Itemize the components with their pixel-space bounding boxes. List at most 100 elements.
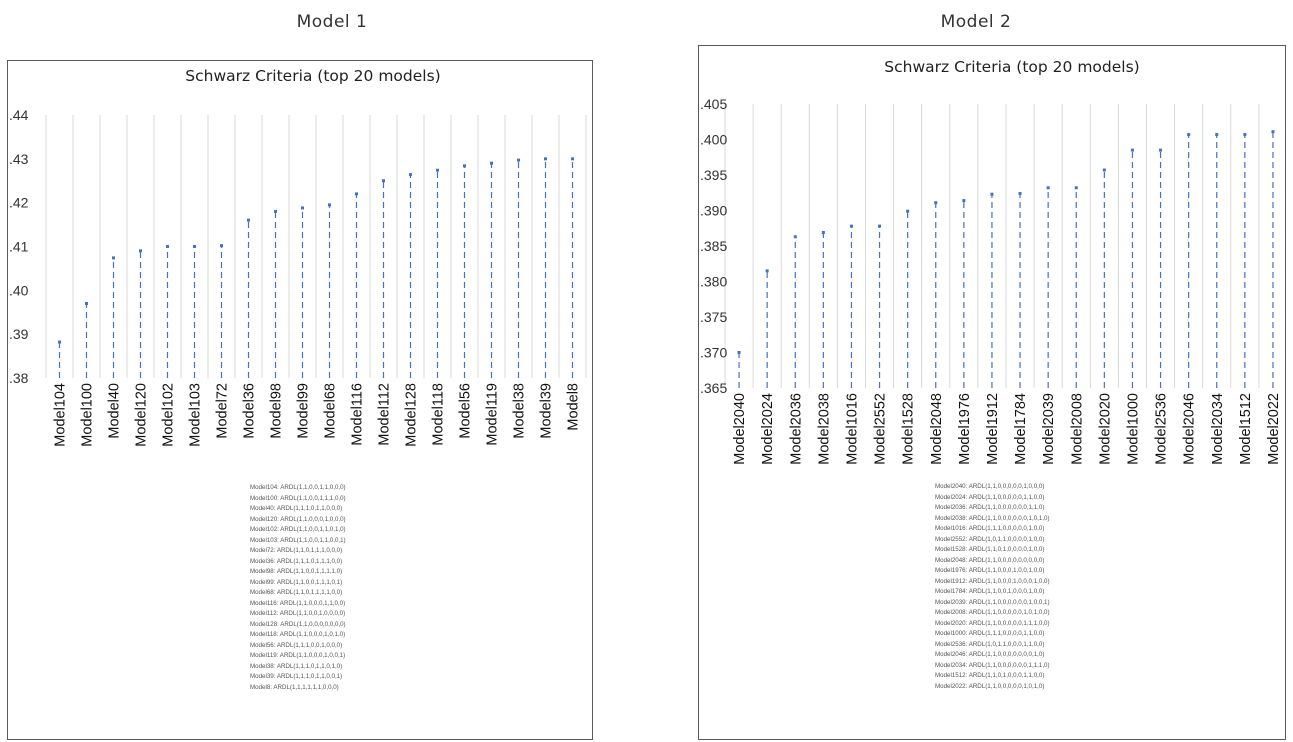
model-key-item: Model2048: ARDL(1,1,0,0,0,0,0,0,0,0,0) [935, 556, 1045, 564]
data-point [382, 179, 385, 183]
data-point [193, 245, 196, 248]
model-key-item: Model68: ARDL(1,1,0,1,1,1,1,0,0) [250, 589, 343, 596]
model-key-item: Model116: ARDL(1,1,0,0,0,1,1,0,0) [250, 599, 346, 607]
category-label: Model112 [377, 383, 393, 446]
model-key-item: Model56: ARDL(1,1,1,0,0,1,0,0,0) [250, 641, 343, 649]
model-key-item: Model120: ARDL(1,1,0,0,0,1,0,0,0) [250, 515, 346, 523]
y-tick-label: .43 [9, 151, 29, 167]
data-point [1215, 133, 1219, 137]
category-label: Model116 [350, 383, 366, 446]
category-label: Model1528 [901, 393, 917, 465]
model-key-item: Model2022: ARDL(1,1,0,0,0,0,0,1,0,1,0) [935, 682, 1045, 690]
category-label: Model2552 [873, 393, 889, 465]
data-point [934, 201, 938, 205]
category-label: Model2036 [788, 393, 804, 465]
data-point [765, 269, 769, 273]
category-label: Model118 [431, 383, 447, 446]
y-tick-label: .40 [9, 282, 29, 298]
data-point [328, 203, 331, 207]
data-point [962, 199, 966, 203]
model-key-item: Model1976: ARDL(1,1,0,0,0,1,0,0,1,0,0) [935, 567, 1045, 574]
data-point [247, 218, 250, 222]
model-key-item: Model36: ARDL(1,1,1,0,1,1,1,0,0) [250, 557, 343, 565]
model-key-item: Model103: ARDL(1,1,0,0,1,1,0,0,1) [250, 536, 346, 544]
data-point [409, 173, 412, 177]
model-key-item: Model1000: ARDL(1,1,1,0,0,0,0,1,1,0,0) [935, 630, 1045, 637]
category-label: Model36 [242, 383, 258, 439]
model-key-item: Model2536: ARDL(1,0,1,1,0,0,0,1,1,0,0) [935, 640, 1045, 648]
data-point [1271, 130, 1275, 134]
category-label: Model1016 [844, 393, 860, 465]
data-point [1102, 168, 1106, 172]
data-point [301, 206, 304, 210]
category-label: Model2008 [1069, 393, 1085, 465]
data-point [571, 157, 574, 161]
category-label: Model2034 [1210, 393, 1226, 465]
data-point [1187, 133, 1191, 137]
category-label: Model8 [566, 383, 582, 431]
category-label: Model128 [404, 383, 420, 447]
data-point [58, 340, 61, 344]
category-label: Model2046 [1182, 393, 1198, 465]
category-label: Model68 [323, 383, 339, 439]
y-tick-label: .370 [700, 345, 727, 361]
chart-1-model-key: Model104: ARDL(1,1,0,0,1,1,0,0,0) Model10… [250, 483, 346, 693]
data-point [436, 168, 439, 172]
model-key-item: Model2039: ARDL(1,1,0,0,0,0,0,0,1,0,0,1) [935, 598, 1050, 606]
data-point [463, 164, 466, 168]
chart-1-svg: Schwarz Criteria (top 20 models) .38 .39 .4… [9, 67, 587, 447]
data-point [906, 209, 910, 213]
model-key-item: Model72: ARDL(1,1,0,1,1,1,0,0,0) [250, 547, 343, 554]
model-key-item: Model8: ARDL(1,1,1,1,1,1,0,0,0) [250, 683, 339, 691]
model-key-item: Model2008: ARDL(1,1,0,0,0,0,0,1,0,1,0,0) [935, 609, 1050, 616]
category-label: Model2048 [929, 393, 945, 465]
y-tick-label: .400 [700, 132, 727, 148]
category-label: Model2020 [1097, 393, 1113, 465]
y-tick-label: .395 [700, 167, 727, 183]
data-point [878, 224, 882, 228]
y-tick-label: .44 [9, 107, 29, 123]
y-tick-label: .405 [700, 96, 727, 112]
data-point [274, 209, 277, 213]
model-key-item: Model128: ARDL(1,1,0,0,0,0,0,0,0) [250, 620, 346, 628]
model-key-item: Model102: ARDL(1,1,0,0,1,1,0,1,0) [250, 526, 346, 533]
category-label: Model56 [458, 383, 474, 439]
data-point [1159, 148, 1163, 152]
data-point [139, 249, 142, 253]
category-label: Model2536 [1154, 393, 1170, 465]
data-point [517, 158, 520, 162]
category-label: Model72 [215, 383, 231, 439]
y-tick-label: .38 [9, 370, 29, 386]
model-key-item: Model99: ARDL(1,1,0,0,1,1,1,0,1) [250, 578, 343, 586]
model-key-item: Model2552: ARDL(1,0,1,1,0,0,0,0,1,0,0) [935, 535, 1045, 543]
category-label: Model1784 [1013, 393, 1029, 465]
model-key-item: Model2038: ARDL(1,1,0,0,0,0,0,0,1,0,1,0) [935, 514, 1050, 522]
model-key-item: Model104: ARDL(1,1,0,0,1,1,0,0,0) [250, 484, 346, 491]
model-key-item: Model2034: ARDL(1,1,0,0,0,0,0,0,1,1,1,0) [935, 661, 1050, 669]
data-point [166, 245, 169, 248]
model-key-item: Model100: ARDL(1,1,0,0,1,1,1,0,0) [250, 494, 346, 502]
model-key-item: Model1016: ARDL(1,1,1,0,0,0,0,0,1,0,0) [935, 525, 1045, 532]
category-label: Model2039 [1041, 393, 1057, 465]
y-tick-label: .380 [700, 274, 727, 290]
data-point [490, 161, 493, 165]
chart-title: Schwarz Criteria (top 20 models) [884, 58, 1139, 76]
chart-2-svg: Schwarz Criteria (top 20 models) .365 .370… [700, 58, 1282, 465]
model-key-item: Model2046: ARDL(1,1,0,0,0,0,0,0,0,1,0) [935, 651, 1045, 658]
chart-2-model-key: Model2040: ARDL(1,1,0,0,0,0,0,1,0,0,0) Mo… [935, 482, 1050, 692]
category-label: Model2022 [1266, 393, 1282, 465]
model-key-item: Model112: ARDL(1,1,0,0,1,0,0,0,0) [250, 610, 346, 617]
model-key-item: Model119: ARDL(1,1,0,0,0,1,0,0,1) [250, 652, 346, 659]
data-point [990, 192, 994, 196]
category-label: Model104 [53, 383, 69, 447]
data-point [1130, 148, 1134, 152]
y-tick-label: .390 [700, 203, 727, 219]
model-key-item: Model2040: ARDL(1,1,0,0,0,0,0,1,0,0,0) [935, 483, 1045, 490]
data-point [1243, 133, 1247, 137]
category-label: Model98 [269, 383, 285, 439]
chart-2-panel: Schwarz Criteria (top 20 models) .365 .370… [698, 45, 1286, 740]
data-point [1018, 191, 1022, 195]
model-key-item: Model39: ARDL(1,1,1,0,1,1,0,0,1) [250, 673, 343, 680]
chart-1-heading: Model 1 [296, 12, 368, 32]
category-label: Model38 [512, 383, 528, 439]
